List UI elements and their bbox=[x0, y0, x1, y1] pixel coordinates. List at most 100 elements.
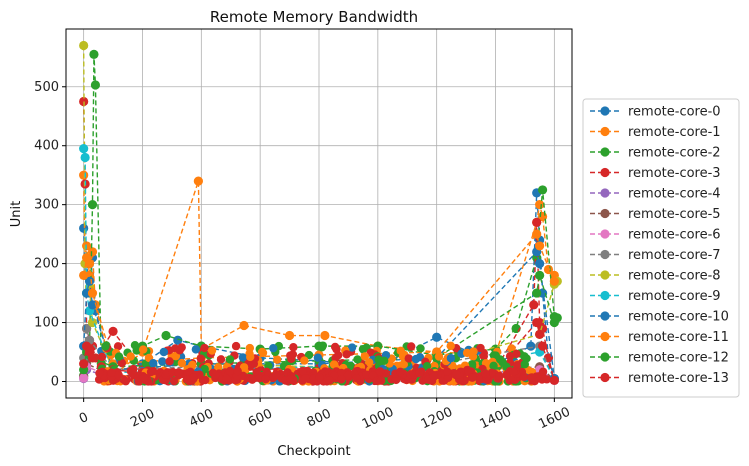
noise-marker bbox=[375, 367, 385, 376]
noise-marker bbox=[527, 373, 537, 382]
legend-marker bbox=[600, 352, 610, 362]
legend-marker bbox=[600, 167, 610, 178]
noise-marker bbox=[126, 352, 135, 361]
noise-marker bbox=[505, 351, 515, 361]
noise-marker bbox=[177, 358, 187, 368]
data-point bbox=[532, 229, 542, 239]
data-point bbox=[532, 317, 542, 328]
noise-marker bbox=[214, 363, 223, 372]
noise-marker bbox=[200, 364, 209, 374]
data-point bbox=[239, 320, 249, 331]
noise-marker bbox=[239, 363, 249, 372]
noise-marker bbox=[300, 356, 309, 365]
noise-marker bbox=[148, 367, 158, 376]
noise-marker bbox=[442, 367, 452, 376]
noise-marker bbox=[347, 343, 357, 352]
noise-marker bbox=[468, 373, 477, 382]
legend-marker bbox=[600, 270, 610, 280]
data-point bbox=[87, 300, 98, 310]
noise-marker bbox=[149, 359, 158, 368]
y-tick-label: 500 bbox=[34, 80, 59, 95]
noise-marker bbox=[542, 375, 551, 384]
noise-marker bbox=[318, 341, 328, 350]
y-tick-label: 100 bbox=[34, 316, 59, 331]
legend: remote-core-0 remote-core-1 remote-core-2 r… bbox=[582, 98, 740, 398]
noise-marker bbox=[520, 360, 530, 369]
data-point bbox=[79, 96, 89, 107]
noise-marker bbox=[462, 348, 472, 358]
noise-marker bbox=[287, 354, 296, 364]
noise-marker bbox=[304, 350, 314, 360]
data-point bbox=[79, 170, 89, 180]
data-point bbox=[549, 317, 559, 328]
data-point bbox=[535, 270, 545, 280]
legend-label: remote-core-4 bbox=[628, 187, 721, 202]
y-tick-label: 0 bbox=[51, 374, 59, 389]
data-point bbox=[79, 270, 89, 280]
noise-marker bbox=[128, 369, 137, 378]
x-tick-label: 800 bbox=[305, 406, 334, 430]
legend-label: remote-core-13 bbox=[628, 371, 729, 386]
data-point bbox=[173, 335, 183, 345]
noise-marker bbox=[168, 368, 177, 377]
grid bbox=[66, 29, 572, 398]
legend-label: remote-core-7 bbox=[628, 248, 721, 263]
noise-marker bbox=[365, 358, 374, 367]
noise-marker bbox=[216, 355, 226, 364]
noise-marker bbox=[396, 367, 405, 377]
data-point bbox=[432, 332, 442, 342]
noise-marker bbox=[343, 371, 352, 380]
noise-marker bbox=[315, 372, 324, 382]
series-line bbox=[82, 45, 558, 371]
legend-marker bbox=[600, 331, 610, 342]
legend-marker bbox=[600, 147, 610, 157]
data-point bbox=[79, 40, 89, 51]
noise-marker bbox=[174, 368, 183, 377]
noise-marker bbox=[196, 354, 206, 363]
noise-marker bbox=[519, 372, 529, 382]
legend-label: remote-core-10 bbox=[628, 310, 729, 325]
data-point bbox=[89, 49, 99, 59]
x-tick-label: 0 bbox=[77, 410, 91, 427]
x-axis-ticks: 0 200 400 600 800 1000 1200 1400 1600 bbox=[77, 398, 573, 432]
x-tick-label: 1400 bbox=[478, 405, 514, 433]
x-tick-label: 1000 bbox=[360, 405, 396, 433]
noise-marker bbox=[495, 371, 504, 381]
noise-marker bbox=[169, 376, 179, 386]
noise-marker bbox=[476, 343, 485, 353]
legend-marker bbox=[600, 126, 610, 137]
data-point bbox=[535, 200, 545, 210]
data-point bbox=[79, 223, 89, 233]
plot-series bbox=[79, 40, 562, 385]
data-point bbox=[543, 264, 554, 275]
data-point bbox=[79, 359, 89, 369]
noise-marker bbox=[165, 357, 174, 366]
legend-marker bbox=[600, 229, 610, 239]
noise-band bbox=[94, 341, 551, 386]
data-point bbox=[90, 80, 101, 90]
legend-label: remote-core-12 bbox=[628, 351, 729, 366]
noise-marker bbox=[352, 374, 361, 383]
noise-marker bbox=[101, 342, 110, 351]
noise-marker bbox=[289, 343, 298, 352]
noise-marker bbox=[313, 353, 323, 362]
noise-marker bbox=[329, 360, 339, 369]
noise-marker bbox=[399, 360, 409, 369]
data-point bbox=[284, 330, 295, 341]
legend-label: remote-core-0 bbox=[628, 105, 721, 120]
noise-marker bbox=[107, 368, 116, 377]
noise-marker bbox=[434, 352, 444, 361]
y-axis-label: Unit bbox=[9, 201, 24, 227]
noise-marker bbox=[207, 346, 217, 355]
legend-marker bbox=[600, 249, 610, 260]
noise-marker bbox=[191, 345, 201, 354]
noise-marker bbox=[211, 370, 220, 380]
noise-marker bbox=[257, 347, 267, 357]
data-point bbox=[84, 259, 95, 269]
noise-marker bbox=[225, 366, 235, 376]
noise-marker bbox=[376, 376, 386, 385]
noise-marker bbox=[97, 352, 107, 362]
y-tick-label: 200 bbox=[34, 257, 59, 272]
noise-marker bbox=[380, 356, 389, 366]
